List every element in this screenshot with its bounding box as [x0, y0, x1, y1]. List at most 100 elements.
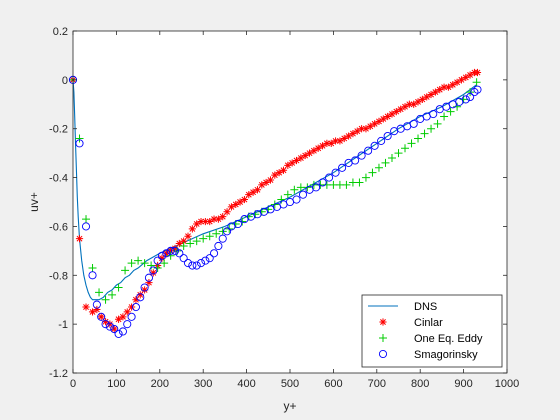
data-point-smagorinsky	[136, 293, 145, 302]
data-point-one-eq-eddy	[205, 232, 214, 241]
data-point-smagorinsky	[409, 119, 418, 128]
data-point-cinlar	[227, 203, 236, 211]
data-point-cinlar	[366, 122, 374, 130]
data-point-cinlar	[219, 213, 227, 221]
data-point-one-eq-eddy	[283, 190, 292, 199]
data-point-smagorinsky	[110, 324, 119, 334]
data-point-smagorinsky	[223, 227, 232, 236]
data-point-one-eq-eddy	[238, 217, 247, 226]
data-point-cinlar	[427, 90, 435, 99]
data-point-cinlar	[410, 100, 418, 108]
data-point-cinlar	[175, 239, 183, 248]
data-point-one-eq-eddy	[466, 88, 475, 97]
data-point-cinlar	[93, 305, 101, 314]
data-point-smagorinsky	[205, 254, 214, 263]
x-tick-label: 100	[107, 378, 125, 390]
data-point-cinlar	[305, 149, 314, 157]
data-point-smagorinsky	[331, 168, 340, 177]
data-point-smagorinsky	[131, 302, 140, 312]
data-point-smagorinsky	[157, 251, 167, 260]
data-point-cinlar	[240, 195, 249, 204]
data-point-one-eq-eddy	[101, 295, 110, 304]
data-point-one-eq-eddy	[88, 263, 97, 272]
data-point-smagorinsky	[114, 329, 123, 338]
series-cinlar	[69, 68, 482, 333]
data-point-cinlar	[114, 315, 123, 323]
data-point-cinlar	[266, 176, 275, 184]
data-point-one-eq-eddy	[387, 154, 396, 163]
data-point-smagorinsky	[233, 219, 242, 229]
data-point-smagorinsky	[97, 312, 106, 321]
data-point-cinlar	[167, 247, 175, 255]
data-point-smagorinsky	[183, 259, 193, 268]
data-point-smagorinsky	[166, 246, 175, 255]
data-point-smagorinsky	[325, 173, 334, 182]
data-point-cinlar	[444, 83, 453, 91]
data-point-cinlar	[88, 308, 97, 316]
data-point-one-eq-eddy	[192, 237, 201, 246]
data-point-one-eq-eddy	[303, 183, 312, 192]
data-point-cinlar	[279, 166, 288, 174]
data-point-cinlar	[414, 98, 422, 106]
data-point-cinlar	[457, 76, 466, 84]
data-point-cinlar	[318, 142, 327, 150]
data-point-cinlar	[388, 110, 396, 118]
data-point-cinlar	[423, 93, 431, 101]
data-point-cinlar	[210, 215, 218, 223]
data-point-cinlar	[253, 186, 262, 194]
data-point-one-eq-eddy	[374, 163, 383, 172]
data-point-one-eq-eddy	[446, 107, 455, 116]
data-point-one-eq-eddy	[179, 241, 188, 250]
data-point-cinlar	[271, 171, 279, 179]
data-point-one-eq-eddy	[186, 239, 195, 248]
data-point-cinlar	[110, 325, 118, 333]
data-point-cinlar	[375, 117, 383, 125]
data-point-cinlar	[214, 215, 222, 223]
series-layer	[68, 68, 482, 338]
data-point-cinlar	[249, 188, 257, 196]
legend-box	[361, 294, 503, 368]
data-point-one-eq-eddy	[160, 259, 169, 268]
data-point-one-eq-eddy	[153, 263, 162, 272]
x-tick-label: 500	[281, 378, 299, 390]
data-point-one-eq-eddy	[134, 256, 143, 265]
data-point-smagorinsky	[175, 249, 184, 258]
data-point-smagorinsky	[364, 146, 373, 155]
data-point-one-eq-eddy	[82, 215, 91, 224]
data-point-one-eq-eddy	[108, 290, 117, 299]
data-point-cinlar	[344, 132, 353, 140]
data-point-cinlar	[136, 291, 144, 299]
data-point-one-eq-eddy	[114, 283, 123, 292]
data-point-cinlar	[245, 191, 253, 199]
data-point-one-eq-eddy	[433, 119, 442, 128]
y-tick-label: -1.2	[49, 368, 68, 380]
data-point-cinlar	[440, 83, 448, 91]
data-point-cinlar	[97, 313, 105, 321]
y-axis-label: uv+	[27, 192, 41, 212]
data-point-smagorinsky	[140, 283, 149, 292]
data-point-cinlar	[384, 112, 392, 121]
data-point-smagorinsky	[461, 95, 470, 104]
series-dns	[72, 79, 477, 301]
y-tick-label: -0.2	[49, 124, 68, 136]
data-point-cinlar	[431, 88, 439, 96]
data-point-cinlar	[132, 296, 140, 304]
data-point-cinlar	[288, 159, 296, 167]
data-point-smagorinsky	[153, 256, 162, 265]
data-point-smagorinsky	[351, 156, 360, 165]
data-point-smagorinsky	[209, 249, 219, 258]
data-point-one-eq-eddy	[381, 158, 390, 167]
legend-swatch	[379, 334, 387, 342]
data-point-one-eq-eddy	[127, 259, 136, 268]
data-point-smagorinsky	[357, 151, 366, 160]
data-point-cinlar	[310, 147, 318, 155]
data-point-one-eq-eddy	[427, 124, 436, 133]
data-point-smagorinsky	[214, 241, 223, 251]
data-point-cinlar	[262, 178, 270, 187]
data-point-one-eq-eddy	[414, 134, 423, 143]
x-tick-label: 200	[151, 378, 169, 390]
data-point-smagorinsky	[127, 312, 136, 321]
legend-item-dns: DNS	[368, 301, 437, 313]
data-point-smagorinsky	[75, 139, 84, 148]
series-line-dns	[72, 79, 477, 301]
